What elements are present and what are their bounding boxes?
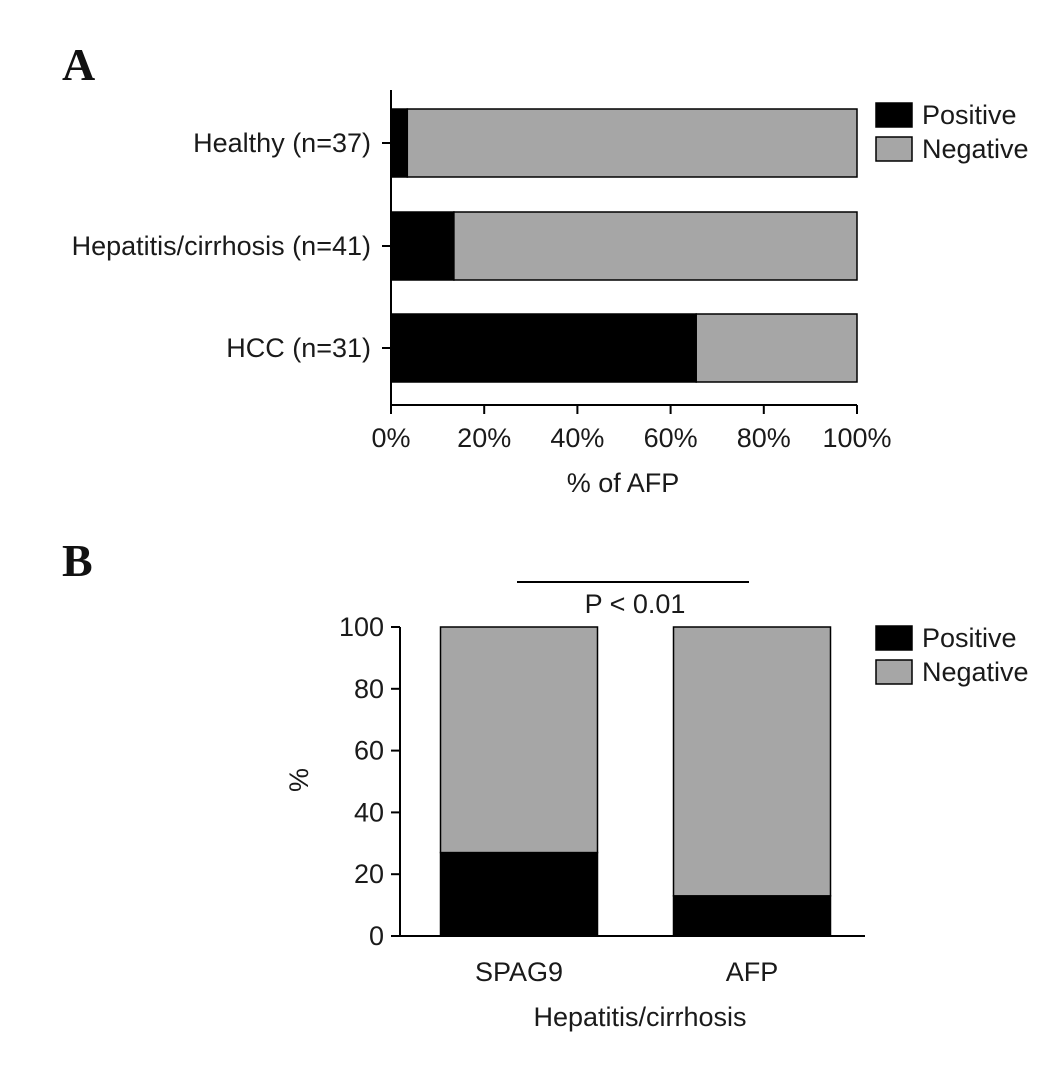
panel-b-y-tick-label: 100: [339, 612, 384, 642]
panel-b-legend-positive-label: Positive: [922, 623, 1017, 653]
panel-a-x-axis-label: % of AFP: [567, 468, 680, 498]
panel-b-y-tick-label: 20: [354, 859, 384, 889]
panel-b-axes: [391, 626, 865, 937]
panel-b-y-tick-labels: 0 20 40 60 80 100: [339, 612, 384, 951]
panel-b: B 0 20 40 60 80 100 SPAG9 AFP % Hepatitis/cirr…: [62, 535, 1029, 1032]
panel-a-x-tick-labels: 0% 20% 40% 60% 80% 100%: [371, 423, 891, 453]
panel-b-y-tick-label: 80: [354, 674, 384, 704]
panel-b-legend-negative-swatch: [875, 659, 913, 685]
panel-b-x-tick-labels: SPAG9 AFP: [475, 957, 778, 987]
panel-a-bar-negative-1: [453, 211, 858, 281]
panel-b-significance-label: P < 0.01: [585, 589, 686, 619]
panel-b-x-tick-label: AFP: [726, 957, 779, 987]
panel-b-label: B: [62, 535, 93, 586]
panel-a-x-tick-label: 100%: [822, 423, 891, 453]
panel-a: A Healthy (n=37) Hepatitis/cirrhosis (n=4…: [62, 39, 1029, 498]
panel-a-bar-positive-2: [390, 313, 697, 383]
panel-b-legend-negative-label: Negative: [922, 657, 1029, 687]
panel-a-x-tick-label: 20%: [457, 423, 511, 453]
panel-a-legend: Positive Negative: [875, 100, 1029, 164]
panel-a-x-tick-label: 0%: [371, 423, 410, 453]
panel-a-label: A: [62, 39, 95, 90]
panel-a-y-tick-label: Hepatitis/cirrhosis (n=41): [72, 231, 371, 261]
panel-b-bar-positive-1: [672, 895, 832, 937]
panel-b-y-tick-label: 0: [369, 921, 384, 951]
panel-b-x-tick-label: SPAG9: [475, 957, 563, 987]
panel-a-y-tick-label: HCC (n=31): [226, 333, 371, 363]
panel-a-bar-negative-0: [406, 108, 858, 178]
panel-a-legend-negative-swatch: [875, 136, 913, 162]
panel-a-x-tick-label: 60%: [644, 423, 698, 453]
panel-b-legend: Positive Negative: [875, 623, 1029, 687]
panel-a-legend-positive-label: Positive: [922, 100, 1017, 130]
panel-a-y-tick-labels: Healthy (n=37) Hepatitis/cirrhosis (n=41)…: [72, 128, 371, 363]
panel-a-legend-negative-label: Negative: [922, 134, 1029, 164]
panel-b-y-axis-label: %: [284, 768, 314, 792]
panel-a-axes: [382, 90, 858, 414]
panel-a-x-tick-label: 80%: [737, 423, 791, 453]
panel-a-legend-positive-swatch: [875, 102, 913, 128]
panel-b-y-tick-label: 40: [354, 797, 384, 827]
panel-b-x-axis-label: Hepatitis/cirrhosis: [533, 1002, 746, 1032]
panel-b-bar-positive-0: [439, 851, 599, 937]
panel-a-bar-positive-1: [390, 211, 455, 281]
panel-a-bar-negative-2: [695, 313, 858, 383]
panel-a-x-tick-label: 40%: [550, 423, 604, 453]
panel-a-y-tick-label: Healthy (n=37): [193, 128, 371, 158]
panel-b-legend-positive-swatch: [875, 625, 913, 651]
panel-a-bars: [390, 108, 858, 383]
panel-b-bar-negative-1: [672, 626, 832, 897]
panel-b-y-tick-label: 60: [354, 736, 384, 766]
panel-b-bar-negative-0: [439, 626, 599, 854]
panel-a-bar-positive-0: [390, 108, 409, 178]
panel-b-bars: [439, 626, 832, 937]
